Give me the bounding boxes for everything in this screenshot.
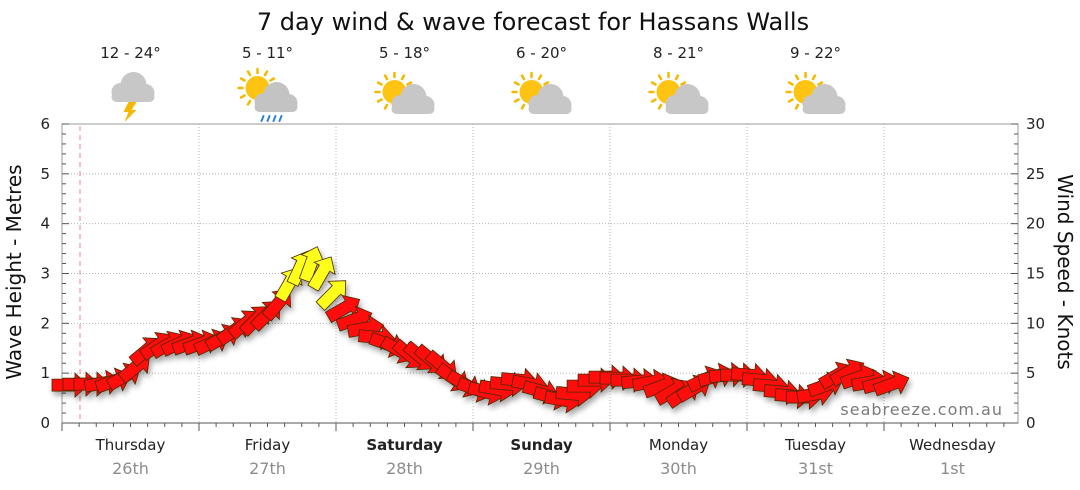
day-label: Friday (245, 436, 291, 454)
temp-range: 9 - 22° (790, 44, 841, 62)
partly-cloudy-icon (511, 71, 572, 114)
sun-rain-cloud-icon (237, 67, 298, 122)
rain-drop (278, 115, 283, 122)
cloud-base (391, 104, 435, 114)
wind-arrow (315, 280, 347, 311)
temp-range: 6 - 20° (516, 44, 567, 62)
sun-ray (817, 81, 824, 86)
day-label: Thursday (95, 436, 166, 454)
temp-range: 12 - 24° (100, 44, 161, 62)
wind-arrows (51, 246, 910, 414)
day-label: Wednesday (909, 436, 996, 454)
left-axis-ticks: 0 1 2 3 4 5 6 (40, 115, 50, 432)
sun-ray (239, 77, 246, 82)
date-label: 30th (660, 459, 697, 478)
sun-ray (794, 74, 800, 81)
right-tick-label: 30 (1026, 115, 1045, 133)
sun-ray (520, 103, 526, 110)
chart-title: 7 day wind & wave forecast for Hassans W… (257, 8, 809, 36)
left-axis-title: Wave Height - Metres (2, 164, 26, 379)
sun-ray (376, 81, 383, 86)
sun-ray (650, 81, 657, 86)
sun-ray (657, 74, 663, 81)
sun-ray (680, 81, 687, 86)
right-tick-label: 10 (1026, 314, 1045, 332)
temp-range: 5 - 18° (379, 44, 430, 62)
date-label: 27th (249, 459, 286, 478)
sun-ray (787, 81, 794, 86)
sun-ray (246, 70, 252, 77)
date-label: 1st (940, 459, 965, 478)
sun-ray (657, 103, 663, 110)
right-tick-label: 25 (1026, 165, 1045, 183)
temp-range: 8 - 21° (653, 44, 704, 62)
sun-ray (406, 81, 413, 86)
weather-row: 12 - 24° 5 - 11° 5 - 18° 6 - 20° 8 - 21° 9 - … (100, 44, 846, 122)
sun-ray (269, 77, 276, 82)
date-label: 31st (798, 459, 833, 478)
wind-arrow (872, 370, 910, 397)
cloud-base (528, 104, 572, 114)
sun-ray (520, 74, 526, 81)
sun-ray (513, 98, 520, 103)
sun-ray (246, 99, 252, 106)
sun-ray (263, 70, 269, 77)
right-tick-label: 20 (1026, 215, 1045, 233)
partly-cloudy-icon (374, 71, 435, 114)
cloud-base (802, 104, 846, 114)
right-axis-ticks: 0 5 10 15 20 25 30 (1026, 115, 1045, 432)
rain-drop (260, 115, 265, 122)
left-tick-label: 0 (40, 414, 50, 432)
left-tick-label: 5 (40, 165, 50, 183)
left-tick-label: 1 (40, 364, 50, 382)
left-tick-label: 4 (40, 215, 50, 233)
right-tick-label: 5 (1026, 364, 1036, 382)
sun-ray (537, 74, 543, 81)
partly-cloudy-icon (785, 71, 846, 114)
sun-ray (383, 74, 389, 81)
sun-ray (513, 81, 520, 86)
cloud-base (665, 104, 709, 114)
sun-ray (239, 94, 246, 99)
cloud-base (254, 102, 298, 112)
sun-ray (787, 98, 794, 103)
right-tick-label: 15 (1026, 265, 1045, 283)
right-tick-label: 0 (1026, 414, 1036, 432)
day-label: Saturday (366, 436, 443, 454)
sun-ray (674, 74, 680, 81)
day-label: Tuesday (784, 436, 846, 454)
sun-ray (400, 74, 406, 81)
watermark: seabreeze.com.au (840, 400, 1003, 419)
sun-ray (383, 103, 389, 110)
left-tick-label: 3 (40, 265, 50, 283)
date-label: 29th (523, 459, 560, 478)
day-label: Monday (649, 436, 708, 454)
right-axis-title: Wind Speed - Knots (1053, 174, 1077, 370)
sun-ray (794, 103, 800, 110)
temp-range: 5 - 11° (242, 44, 293, 62)
partly-cloudy-icon (648, 71, 709, 114)
sun-ray (650, 98, 657, 103)
cloud-base (111, 92, 155, 102)
sun-ray (376, 98, 383, 103)
day-labels: Thursday 26th Friday 27th Saturday 28th Sunday… (95, 436, 996, 478)
storm-cloud-icon (111, 72, 155, 122)
sun-ray (811, 74, 817, 81)
day-label: Sunday (510, 436, 573, 454)
rain-drop (272, 115, 277, 122)
left-tick-label: 6 (40, 115, 50, 133)
lightning-bolt (123, 102, 137, 122)
left-tick-label: 2 (40, 314, 50, 332)
rain-drop (266, 115, 271, 122)
date-label: 28th (386, 459, 423, 478)
sun-ray (543, 81, 550, 86)
date-label: 26th (112, 459, 149, 478)
wind-arrow (307, 256, 336, 292)
